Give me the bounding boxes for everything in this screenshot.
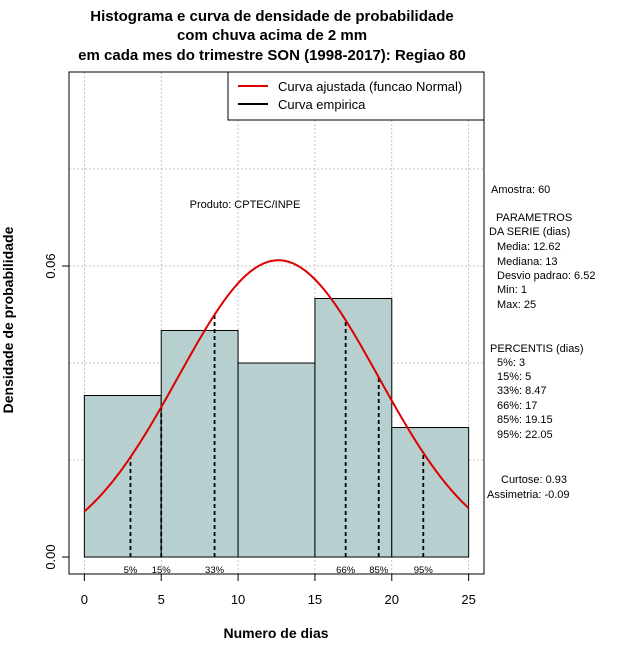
histogram-bar-2 bbox=[160, 330, 239, 558]
percentile-label-15: 15% bbox=[152, 565, 172, 576]
param-max: Max: 25 bbox=[497, 299, 536, 311]
percentile-label-66: 66% bbox=[336, 565, 356, 576]
params-header-line-1: PARAMETROS bbox=[496, 212, 572, 224]
product-annotation: Produto: CPTEC/INPE bbox=[190, 199, 301, 211]
histogram-bar-3 bbox=[237, 362, 316, 558]
chart-title-line-1: Histograma e curva de densidade de proba… bbox=[90, 8, 453, 25]
percentil-33: 33%: 8.47 bbox=[497, 385, 547, 397]
percentil-15: 15%: 5 bbox=[497, 371, 531, 383]
chart-title-line-3: em cada mes do trimestre SON (1998-2017)… bbox=[78, 47, 466, 64]
percentil-85: 85%: 19.15 bbox=[497, 414, 553, 426]
histogram-bar-5 bbox=[391, 427, 470, 558]
histogram-bar-1 bbox=[83, 395, 162, 558]
fitted-normal-curve bbox=[83, 259, 470, 513]
percentile-label-95: 95% bbox=[414, 565, 434, 576]
params-header-line-2: DA SERIE (dias) bbox=[489, 226, 570, 238]
percentile-label-33: 33% bbox=[205, 565, 225, 576]
percentil-95: 95%: 22.05 bbox=[497, 429, 553, 441]
legend-box bbox=[227, 71, 485, 121]
stats-panel: Amostra: 60 PARAMETROS DA SERIE (dias) M… bbox=[487, 184, 595, 501]
x-tick-label-15: 15 bbox=[308, 592, 322, 607]
legend-label-fitted: Curva ajustada (funcao Normal) bbox=[278, 79, 462, 94]
percentile-lines: 5% 15% 33% 66% 85% 95% bbox=[124, 314, 434, 576]
percentile-label-5: 5% bbox=[124, 565, 138, 576]
axes: 0 5 10 15 20 25 0.00 0.06 bbox=[43, 253, 476, 607]
fitted-curve-layer bbox=[83, 259, 470, 513]
x-tick-label-25: 25 bbox=[461, 592, 475, 607]
y-axis-label: Densidade de probabilidade bbox=[0, 226, 16, 413]
y-tick-label-0: 0.00 bbox=[43, 544, 58, 569]
percentil-66: 66%: 17 bbox=[497, 400, 537, 412]
chart-title-line-2: com chuva acima de 2 mm bbox=[177, 27, 367, 44]
param-sd: Desvio padrao: 6.52 bbox=[497, 270, 595, 282]
x-axis-label: Numero de dias bbox=[223, 625, 328, 641]
stat-assimetria: Assimetria: -0.09 bbox=[487, 489, 570, 501]
legend-label-empirical: Curva empirica bbox=[278, 97, 366, 112]
param-mean: Media: 12.62 bbox=[497, 241, 561, 253]
x-tick-label-5: 5 bbox=[158, 592, 165, 607]
stat-curtose: Curtose: 0.93 bbox=[501, 474, 567, 486]
y-tick-label-1: 0.06 bbox=[43, 253, 58, 278]
legend: Curva ajustada (funcao Normal) Curva emp… bbox=[227, 71, 485, 121]
percentil-5: 5%: 3 bbox=[497, 357, 525, 369]
x-tick-label-20: 20 bbox=[385, 592, 399, 607]
x-tick-label-0: 0 bbox=[81, 592, 88, 607]
histogram-bar-4 bbox=[314, 298, 393, 558]
stat-sample: Amostra: 60 bbox=[491, 184, 550, 196]
param-min: Min: 1 bbox=[497, 284, 527, 296]
percentile-label-85: 85% bbox=[369, 565, 389, 576]
x-tick-label-10: 10 bbox=[231, 592, 245, 607]
percentis-header: PERCENTIS (dias) bbox=[490, 343, 584, 355]
param-median: Mediana: 13 bbox=[497, 256, 558, 268]
histogram-bars bbox=[83, 298, 470, 558]
